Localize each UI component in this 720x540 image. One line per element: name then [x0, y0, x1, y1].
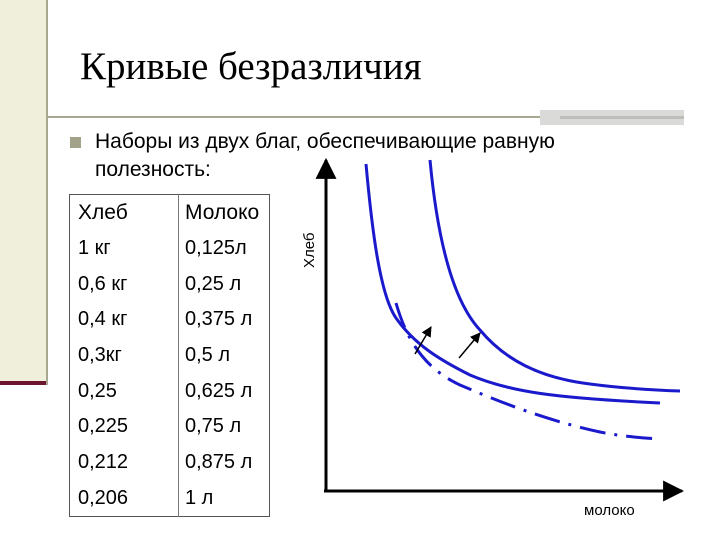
- cell-bread: 0,206: [69, 480, 179, 517]
- table-row: 0,206 1 л: [69, 480, 270, 517]
- bullet-text: Наборы из двух благ, обеспечивающие равн…: [95, 130, 555, 181]
- cell-milk: 1 л: [185, 486, 214, 509]
- cell-milk: 0,625 л: [185, 379, 253, 402]
- slide-title: Кривые безразличия: [80, 45, 422, 88]
- cell-bread: 0,3кг: [69, 337, 179, 374]
- indifference-curve-3: [394, 302, 661, 441]
- table-header-row: Хлеб Молоко: [69, 194, 270, 231]
- cell-bread: 0,4 кг: [69, 302, 179, 338]
- indifference-curve-2: [428, 159, 681, 393]
- bullet-square-icon: [70, 137, 81, 148]
- table-row: 1 кг 0,125л: [69, 230, 270, 267]
- shift-arrow-icon: [458, 332, 481, 359]
- table-row: 0,4 кг 0,375 л: [69, 302, 270, 338]
- y-axis-label: Хлеб: [301, 232, 318, 268]
- header-bread: Хлеб: [69, 194, 179, 231]
- corner-decor: [540, 110, 684, 125]
- left-decor-accent-bar: [0, 381, 48, 385]
- indifference-curve-1: [364, 163, 661, 405]
- cell-milk: 0,875 л: [185, 451, 253, 474]
- cell-milk: 0,25 л: [185, 272, 242, 295]
- shift-arrow-icon: [414, 326, 432, 355]
- vertical-rule: [46, 0, 48, 385]
- table-row: 0,25 0,625 л: [69, 373, 270, 410]
- cell-milk: 0,75 л: [185, 415, 242, 438]
- cell-bread: 0,225: [69, 409, 179, 445]
- cell-bread: 0,6 кг: [69, 266, 179, 303]
- x-axis-label: молоко: [584, 502, 635, 519]
- cell-bread: 1 кг: [69, 230, 179, 267]
- left-decor-panel: [0, 0, 46, 382]
- table-row: 0,3кг 0,5 л: [69, 337, 270, 374]
- table-row: 0,212 0,875 л: [69, 444, 270, 481]
- cell-milk: 0,5 л: [185, 344, 231, 367]
- table-row: 0,225 0,75 л: [69, 409, 270, 445]
- cell-bread: 0,212: [69, 444, 179, 481]
- cell-milk: 0,375 л: [185, 308, 253, 331]
- cell-milk: 0,125л: [185, 237, 247, 260]
- header-milk: Молоко: [185, 200, 260, 224]
- table-row: 0,6 кг 0,25 л: [69, 266, 270, 303]
- bundles-table: Хлеб Молоко 1 кг 0,125л 0,6 кг 0,25 л 0,…: [69, 194, 270, 518]
- title-rule: [46, 116, 541, 118]
- cell-bread: 0,25: [69, 373, 179, 410]
